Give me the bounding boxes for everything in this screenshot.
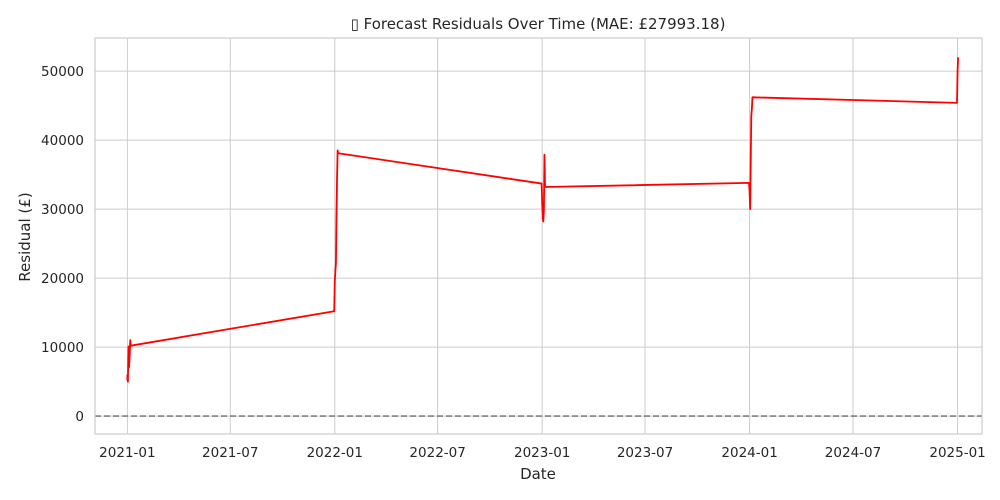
y-tick-label: 0 <box>75 409 84 425</box>
x-axis-label: Date <box>520 465 556 483</box>
x-tick-label: 2025-01 <box>929 445 985 461</box>
y-tick-label: 30000 <box>41 202 84 218</box>
residual-series-line <box>126 57 960 383</box>
x-tick-label: 2021-07 <box>202 445 258 461</box>
x-tick-label: 2023-07 <box>617 445 673 461</box>
y-axis-label: Residual (£) <box>16 192 34 281</box>
chart-title: ▯ Forecast Residuals Over Time (MAE: £27… <box>351 15 726 33</box>
y-tick-label: 50000 <box>41 64 84 80</box>
y-tick-label: 10000 <box>41 340 84 356</box>
y-tick-label: 20000 <box>41 271 84 287</box>
x-tick-label: 2022-01 <box>307 445 363 461</box>
x-tick-labels: 2021-01 2021-07 2022-01 2022-07 2023-01 2023-… <box>99 445 986 461</box>
x-tick-label: 2023-01 <box>514 445 570 461</box>
y-tick-labels: 0 10000 20000 30000 40000 50000 <box>41 64 84 425</box>
x-tick-label: 2024-01 <box>721 445 777 461</box>
series-layer <box>126 57 960 383</box>
plot-frame <box>94 37 983 435</box>
x-tick-label: 2021-01 <box>99 445 155 461</box>
y-tick-label: 40000 <box>41 133 84 149</box>
x-tick-label: 2022-07 <box>409 445 465 461</box>
grid <box>95 38 982 434</box>
x-tick-label: 2024-07 <box>825 445 881 461</box>
